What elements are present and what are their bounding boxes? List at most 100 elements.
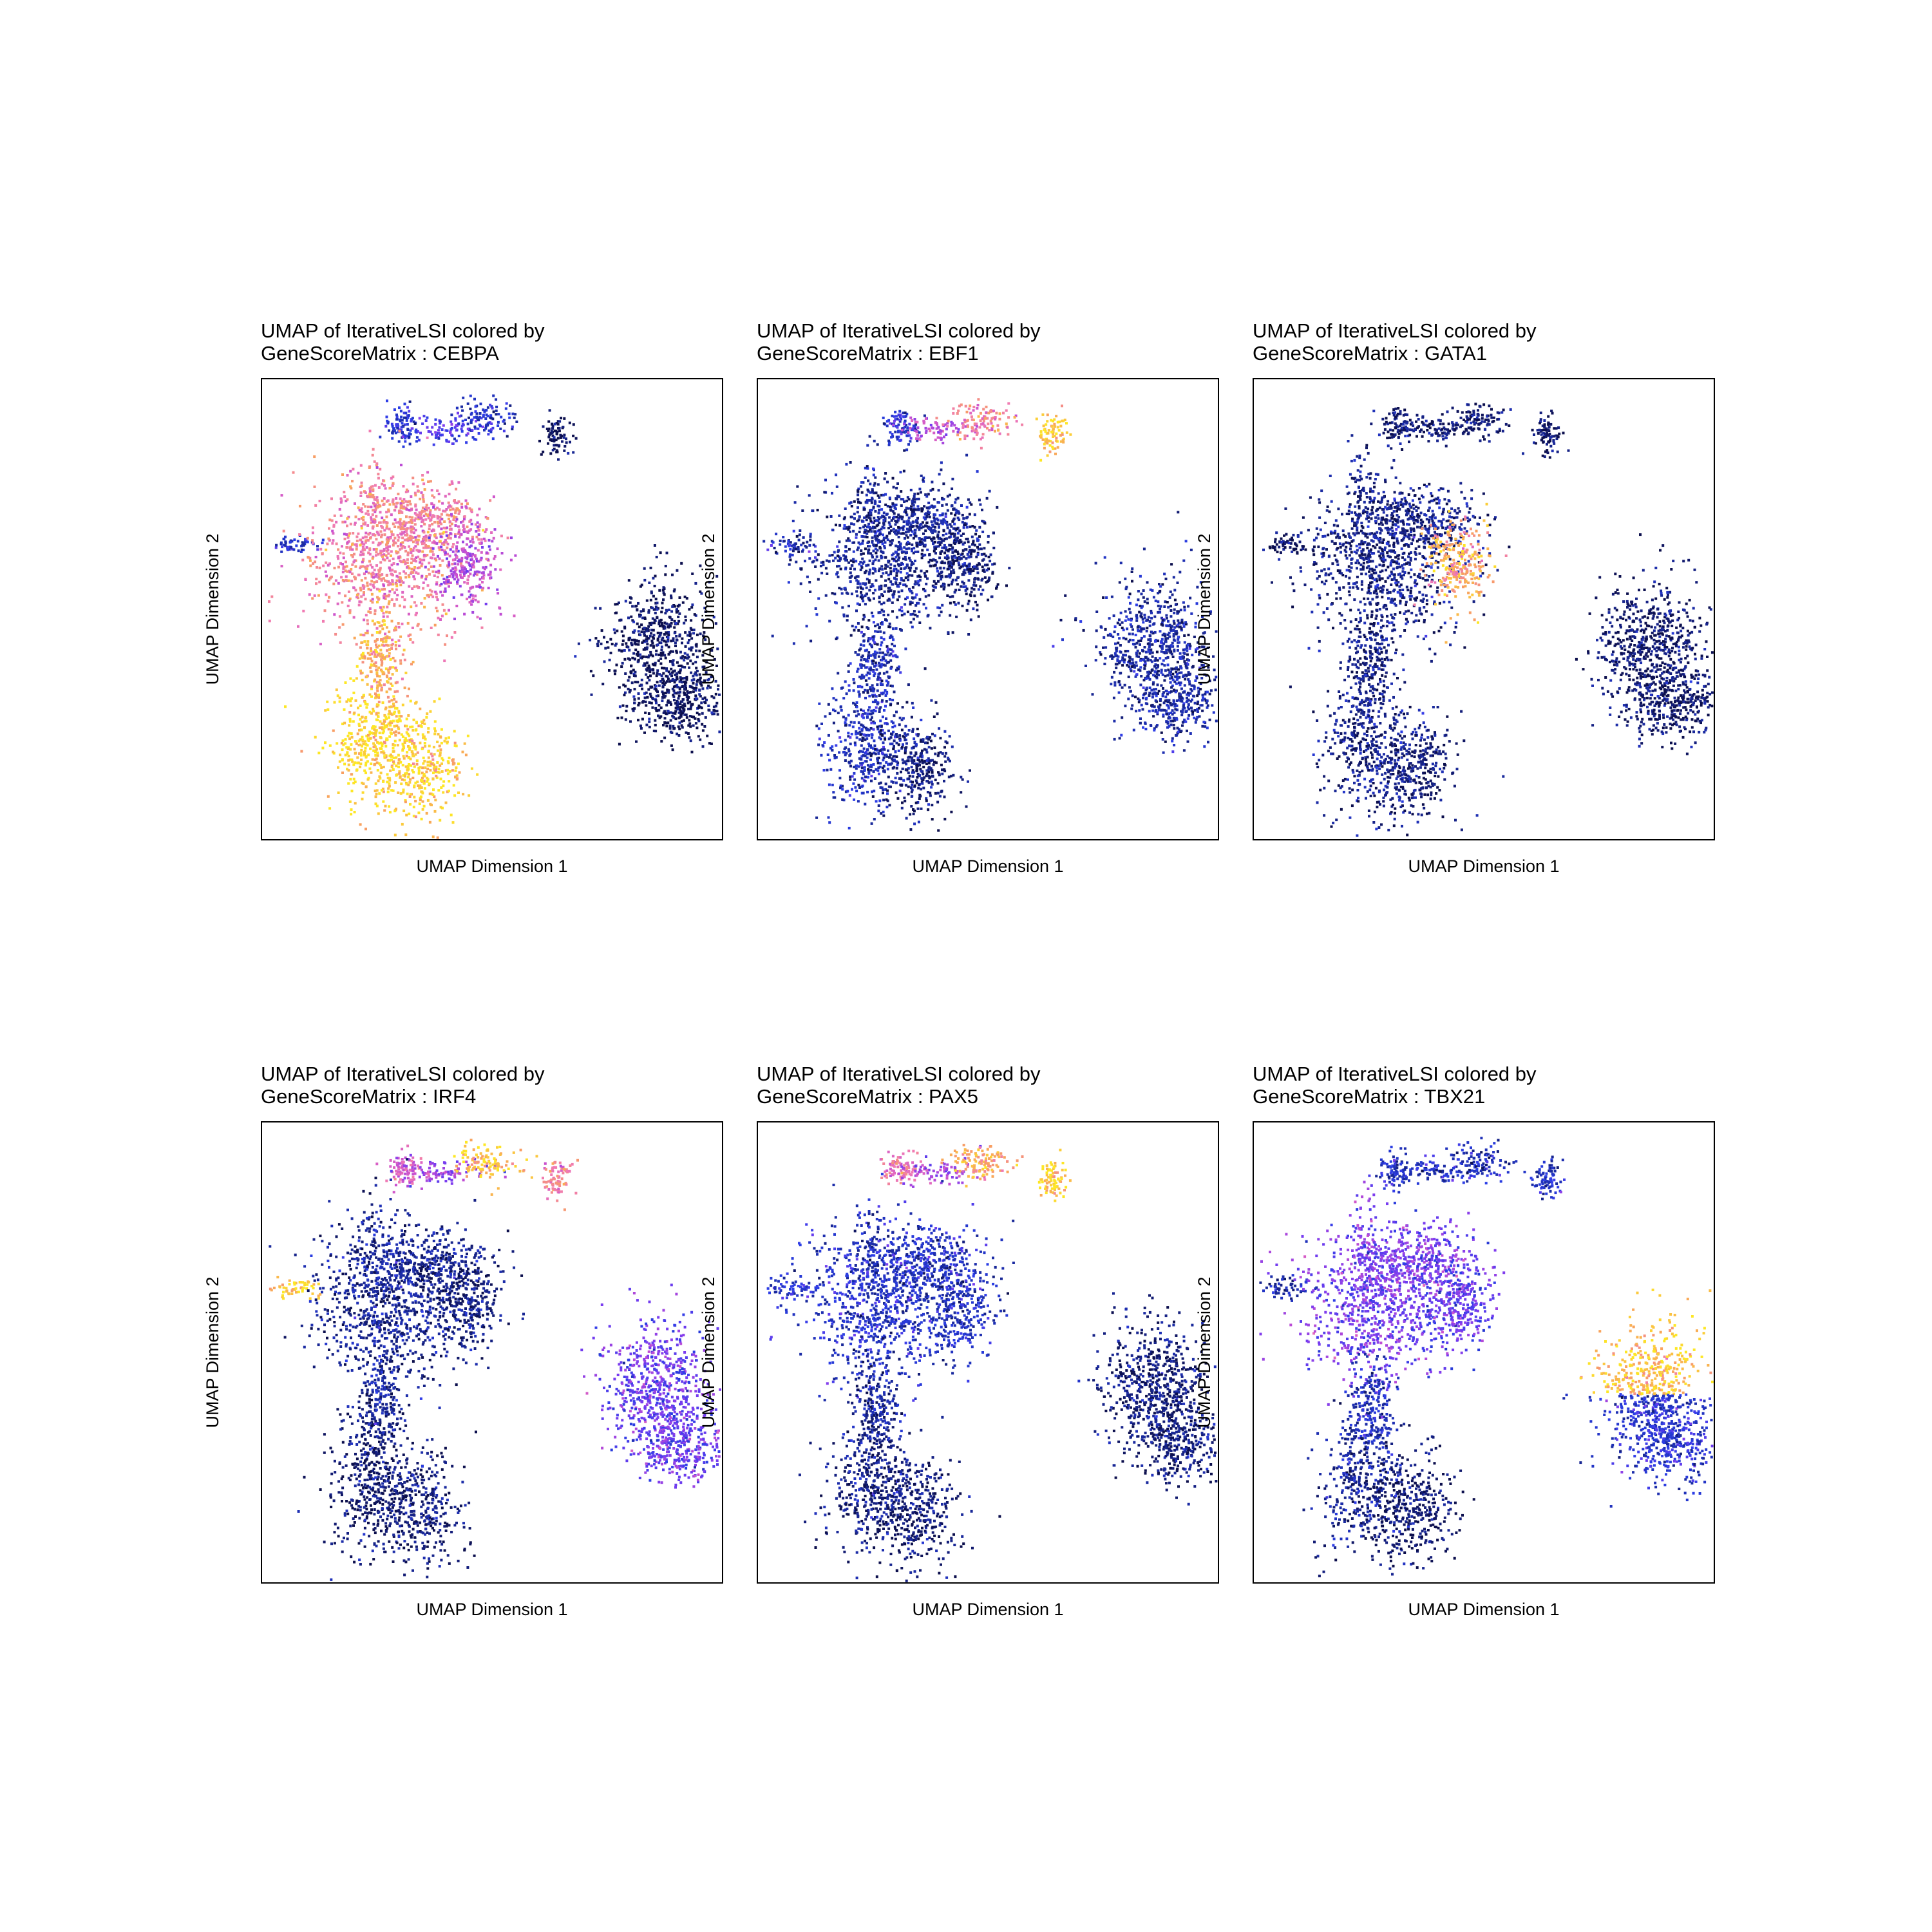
cell-point xyxy=(427,545,430,548)
cell-point xyxy=(360,484,363,488)
cell-point xyxy=(444,553,447,556)
cell-point xyxy=(386,549,390,552)
cell-point xyxy=(627,687,630,690)
cell-point xyxy=(390,643,393,647)
cell-point xyxy=(383,579,386,582)
cell-point xyxy=(716,713,719,716)
cell-point xyxy=(392,475,395,478)
cell-point xyxy=(695,687,698,690)
cell-point xyxy=(395,415,399,419)
cell-point xyxy=(433,520,436,524)
cell-point xyxy=(647,609,650,612)
cell-point xyxy=(389,724,392,727)
cell-point xyxy=(463,581,466,584)
cell-point xyxy=(365,743,368,746)
cell-point xyxy=(1052,435,1055,438)
cell-point xyxy=(689,691,692,694)
cell-point xyxy=(437,771,439,773)
cell-point xyxy=(422,774,425,777)
cell-point xyxy=(472,565,475,569)
cell-point xyxy=(397,727,401,730)
cell-point xyxy=(651,697,654,701)
cell-point xyxy=(426,761,430,764)
cell-point xyxy=(448,534,451,537)
cell-point xyxy=(415,571,418,574)
cell-point xyxy=(1046,420,1049,423)
cell-point xyxy=(917,601,920,605)
cell-point xyxy=(475,560,478,563)
cell-point xyxy=(332,729,335,732)
cell-point xyxy=(661,607,664,610)
cell-point xyxy=(462,531,466,533)
cell-point xyxy=(379,511,382,514)
cell-point xyxy=(1053,434,1056,437)
cell-point xyxy=(773,547,776,549)
cell-point xyxy=(699,590,702,593)
cell-point xyxy=(441,603,444,606)
cell-point xyxy=(439,516,442,519)
cell-point xyxy=(968,513,971,516)
cell-point xyxy=(887,598,891,601)
cell-point xyxy=(844,556,848,559)
cell-point xyxy=(646,661,649,665)
cell-point xyxy=(408,740,412,743)
cell-point xyxy=(375,789,379,792)
cell-point xyxy=(664,656,667,659)
cell-point xyxy=(886,420,889,423)
cell-point xyxy=(687,724,690,727)
cell-point xyxy=(406,769,409,772)
cell-point xyxy=(940,585,943,588)
cell-point xyxy=(408,734,411,737)
cell-point xyxy=(401,749,404,752)
cell-point xyxy=(893,415,896,418)
cell-point xyxy=(406,504,409,507)
cell-point xyxy=(411,769,414,772)
cell-point xyxy=(694,697,697,700)
cell-point xyxy=(379,649,383,652)
cell-point xyxy=(388,487,392,490)
cell-point xyxy=(394,730,397,734)
cell-point xyxy=(707,685,710,688)
cell-point xyxy=(462,793,465,796)
cell-point xyxy=(1047,439,1050,442)
cell-point xyxy=(982,419,985,422)
cell-point xyxy=(376,499,379,502)
cell-point xyxy=(845,539,848,542)
cell-point xyxy=(369,564,372,567)
cell-point xyxy=(379,551,383,554)
cell-point xyxy=(972,419,975,422)
cell-point xyxy=(389,666,392,669)
cell-point xyxy=(346,474,349,477)
cell-point xyxy=(904,419,907,422)
cell-point xyxy=(911,625,914,629)
cell-point xyxy=(386,541,389,544)
cell-point xyxy=(904,415,907,418)
cell-point xyxy=(1055,437,1058,440)
cell-point xyxy=(361,511,364,513)
cell-point xyxy=(460,506,464,509)
cell-point xyxy=(672,663,675,667)
cell-point xyxy=(408,585,411,588)
cell-point xyxy=(393,570,397,573)
cell-point xyxy=(891,433,894,435)
cell-point xyxy=(955,615,958,618)
cell-point xyxy=(431,550,434,553)
cell-point xyxy=(336,694,339,697)
cell-point xyxy=(379,720,382,723)
cell-point xyxy=(898,527,901,531)
cell-point xyxy=(371,758,374,761)
cell-point xyxy=(905,513,909,516)
cell-point xyxy=(442,526,446,529)
cell-point xyxy=(421,800,424,803)
cell-point xyxy=(987,422,990,426)
cell-point xyxy=(360,728,363,732)
cell-point xyxy=(643,634,646,637)
cell-point xyxy=(463,527,466,531)
cell-point xyxy=(421,509,424,513)
cell-point xyxy=(422,540,424,543)
cell-point xyxy=(426,712,429,715)
cell-point xyxy=(387,552,390,555)
cell-point xyxy=(396,502,399,505)
cell-point xyxy=(393,629,396,632)
cell-point xyxy=(394,644,397,647)
